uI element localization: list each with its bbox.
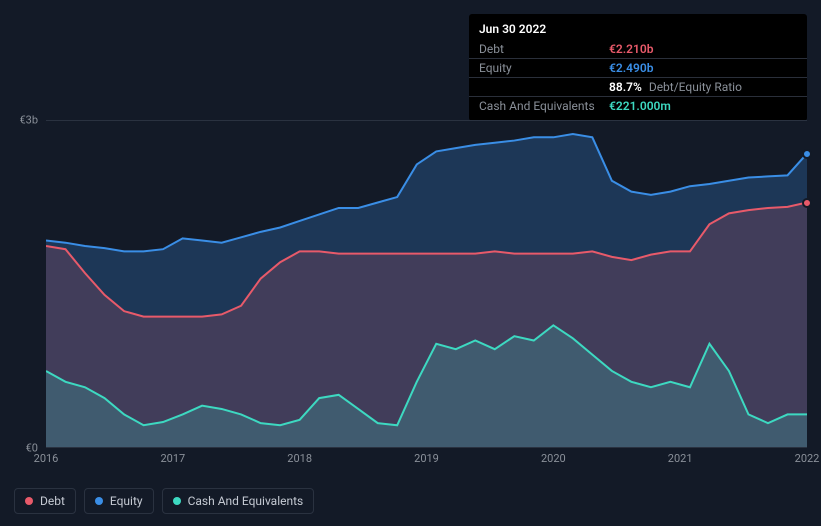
legend: Debt Equity Cash And Equivalents — [14, 488, 314, 514]
x-axis: 2016201720182019202020212022 — [46, 452, 807, 468]
tooltip-label — [479, 80, 609, 94]
chart-area: €0€3b 2016201720182019202020212022 — [14, 120, 807, 468]
x-axis-label: 2018 — [287, 452, 312, 465]
tooltip-label: Equity — [479, 61, 609, 75]
x-axis-label: 2022 — [795, 452, 820, 465]
y-axis-label: €3b — [19, 114, 38, 127]
legend-item[interactable]: Cash And Equivalents — [162, 488, 315, 514]
tooltip-label: Debt — [479, 42, 609, 56]
series-marker — [802, 198, 812, 208]
legend-dot-icon — [95, 497, 103, 505]
tooltip-rows: Debt€2.210bEquity€2.490b88.7% Debt/Equit… — [469, 40, 807, 115]
legend-label: Cash And Equivalents — [188, 494, 304, 508]
x-axis-label: 2017 — [160, 452, 185, 465]
tooltip-value: 88.7% Debt/Equity Ratio — [609, 80, 742, 94]
tooltip-row: Debt€2.210b — [469, 40, 807, 59]
tooltip-value: €221.000m — [609, 99, 671, 113]
tooltip-row: 88.7% Debt/Equity Ratio — [469, 78, 807, 97]
x-axis-label: 2019 — [414, 452, 439, 465]
tooltip-date: Jun 30 2022 — [469, 20, 807, 40]
tooltip-row: Cash And Equivalents€221.000m — [469, 97, 807, 115]
x-axis-label: 2020 — [541, 452, 566, 465]
tooltip-row: Equity€2.490b — [469, 59, 807, 78]
tooltip-label: Cash And Equivalents — [479, 99, 609, 113]
y-axis: €0€3b — [14, 120, 42, 468]
x-axis-label: 2016 — [34, 452, 59, 465]
legend-item[interactable]: Debt — [14, 488, 76, 514]
tooltip-value: €2.490b — [609, 61, 653, 75]
series-marker — [802, 149, 812, 159]
tooltip-value: €2.210b — [609, 42, 653, 56]
legend-dot-icon — [25, 497, 33, 505]
chart-tooltip: Jun 30 2022 Debt€2.210bEquity€2.490b88.7… — [469, 14, 807, 121]
x-axis-label: 2021 — [668, 452, 693, 465]
legend-item[interactable]: Equity — [84, 488, 154, 514]
legend-label: Debt — [40, 494, 65, 508]
tooltip-extra: Debt/Equity Ratio — [646, 80, 742, 94]
plot-svg — [46, 121, 807, 447]
plot[interactable] — [46, 120, 807, 448]
legend-dot-icon — [173, 497, 181, 505]
legend-label: Equity — [110, 494, 143, 508]
